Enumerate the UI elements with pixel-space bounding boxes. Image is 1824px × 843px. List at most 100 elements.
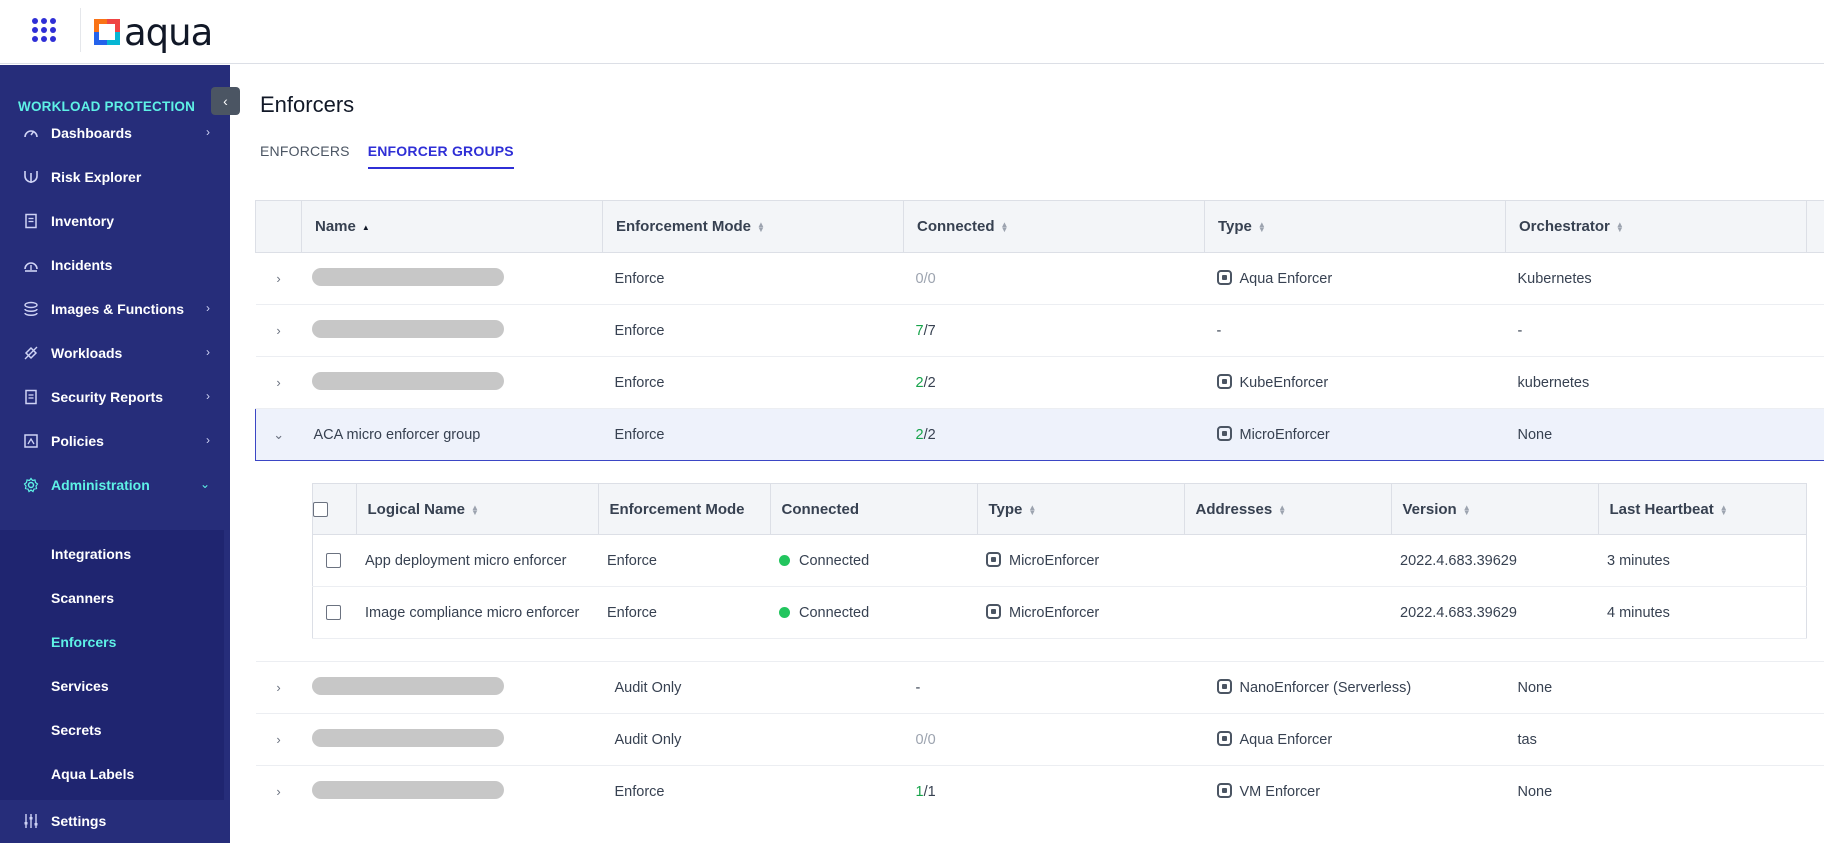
enforcement-mode-cell: Enforce: [602, 304, 904, 357]
sidebar-subitem-secrets[interactable]: Secrets: [51, 722, 102, 738]
layers-icon: [22, 300, 40, 318]
connected-count: 7: [915, 322, 924, 339]
connected-label: Connected: [799, 552, 870, 569]
type-label: Aqua Enforcer: [1239, 271, 1333, 287]
table-row[interactable]: Image compliance micro enforcer Enforce …: [312, 586, 1806, 639]
column-header-label: Last Heartbeat: [1609, 500, 1714, 518]
aqua-logo-mark: [94, 19, 120, 45]
select-all-checkbox[interactable]: [312, 502, 328, 518]
sidebar-subitem-integrations[interactable]: Integrations: [51, 546, 132, 562]
table-row[interactable]: › Enforce 7/7 - -: [255, 304, 1824, 357]
table-row[interactable]: › Enforce 1/1 VM Enforcer None: [255, 765, 1824, 812]
app-launcher-icon[interactable]: [32, 18, 56, 42]
table-row[interactable]: › Enforce 2/2 KubeEnforcer kubernetes: [255, 356, 1824, 409]
column-header-orchestrator[interactable]: Orchestrator ▲ ▼: [1505, 200, 1807, 253]
column-header-type[interactable]: Type ▲ ▼: [1204, 200, 1506, 253]
divider: [80, 8, 81, 52]
risk-explorer-icon: [22, 168, 40, 186]
sidebar-item-inventory[interactable]: Inventory: [0, 199, 230, 243]
logo-text: aqua: [124, 10, 213, 54]
type-label: Aqua Enforcer: [1239, 732, 1333, 748]
redacted-name: [311, 267, 504, 286]
sidebar-item-label: Workloads: [51, 345, 123, 361]
sidebar-item-policies[interactable]: Policies ›: [0, 419, 230, 463]
sort-ascending-icon[interactable]: ▲: [361, 222, 370, 232]
table-row[interactable]: App deployment micro enforcer Enforce Co…: [312, 534, 1806, 587]
column-header-last-heartbeat[interactable]: Last Heartbeat ▲ ▼: [1598, 483, 1807, 535]
connected-count: 0: [915, 270, 924, 287]
sidebar-item-label: Settings: [51, 813, 107, 829]
table-header-row: Name ▲ Enforcement Mode ▲ ▼ Connected ▲ ▼ Typ…: [255, 200, 1824, 253]
column-header-addresses[interactable]: Addresses ▲ ▼: [1184, 483, 1392, 535]
connected-total: /2: [923, 374, 936, 391]
sidebar-subitem-services[interactable]: Services: [51, 678, 109, 694]
version-cell: 2022.4.683.39629: [1391, 534, 1598, 587]
table-row-expanded[interactable]: ⌄ ACA micro enforcer group Enforce 2/2 M…: [255, 408, 1824, 461]
column-header-label: Connected: [781, 500, 860, 518]
column-header-extra: [1806, 200, 1824, 253]
sidebar-item-label: Inventory: [51, 213, 115, 229]
connected-cell: Connected: [770, 534, 977, 587]
connected-count: 2: [915, 426, 924, 443]
sidebar-item-images-functions[interactable]: Images & Functions ›: [0, 287, 230, 331]
row-checkbox[interactable]: [325, 605, 341, 621]
sort-icon[interactable]: ▲ ▼: [1000, 220, 1009, 235]
table-row[interactable]: › Audit Only 0/0 Aqua Enforcer tas: [255, 713, 1824, 766]
column-header-type[interactable]: Type ▲ ▼: [977, 483, 1185, 535]
connected-cell: 7/7: [903, 304, 1205, 357]
sort-icon[interactable]: ▲ ▼: [757, 220, 765, 235]
connected-status-dot: [779, 606, 790, 618]
column-header-label: Connected: [917, 218, 995, 235]
aqua-logo[interactable]: aqua: [94, 10, 213, 54]
group-name-cell: [301, 713, 603, 766]
enforcer-type-icon: [1216, 679, 1232, 694]
sidebar-subitem-scanners[interactable]: Scanners: [51, 590, 115, 606]
sidebar-item-settings[interactable]: Settings: [0, 799, 230, 843]
sort-icon[interactable]: ▲ ▼: [471, 502, 479, 517]
tab-bar: ENFORCERS ENFORCER GROUPS: [260, 143, 532, 169]
sidebar-item-workloads[interactable]: Workloads ›: [0, 331, 230, 375]
sidebar-item-label: Security Reports: [51, 389, 164, 405]
column-header-connected[interactable]: Connected ▲ ▼: [903, 200, 1205, 253]
chevron-right-icon[interactable]: ›: [255, 304, 302, 357]
chevron-right-icon[interactable]: ›: [255, 765, 302, 812]
connected-count: -: [915, 679, 921, 696]
sort-icon[interactable]: ▲ ▼: [1462, 502, 1471, 517]
sidebar-item-incidents[interactable]: Incidents: [0, 243, 230, 287]
chevron-right-icon[interactable]: ›: [255, 252, 302, 305]
collapse-sidebar-button[interactable]: ‹: [211, 87, 240, 115]
sort-icon[interactable]: ▲ ▼: [1615, 220, 1624, 235]
orchestrator-cell: None: [1505, 408, 1807, 461]
logical-name-cell[interactable]: App deployment micro enforcer: [356, 534, 598, 587]
sidebar-subitem-aqua-labels[interactable]: Aqua Labels: [51, 766, 135, 782]
enforcers-table: Logical Name ▲ ▼ Enforcement Mode Connecte…: [311, 483, 1807, 639]
chevron-right-icon[interactable]: ›: [255, 713, 302, 766]
enforcer-groups-table-container: Name ▲ Enforcement Mode ▲ ▼ Connected ▲ ▼ Typ…: [255, 200, 1824, 812]
table-row[interactable]: › Enforce 0/0 Aqua Enforcer Kubernetes: [255, 252, 1824, 305]
sidebar-subitem-enforcers[interactable]: Enforcers: [51, 634, 117, 650]
connected-cell: 2/2: [903, 408, 1205, 461]
enforcement-mode-cell: Audit Only: [602, 713, 904, 766]
tab-enforcer-groups[interactable]: ENFORCER GROUPS: [367, 143, 514, 169]
column-header-name[interactable]: Name ▲: [301, 200, 603, 253]
logical-name-cell[interactable]: Image compliance micro enforcer: [356, 586, 598, 639]
chevron-right-icon[interactable]: ›: [255, 356, 302, 409]
sort-icon[interactable]: ▲ ▼: [1719, 502, 1728, 517]
sidebar-item-security-reports[interactable]: Security Reports ›: [0, 375, 230, 419]
type-cell: -: [1204, 304, 1506, 357]
column-header-enforcement-mode[interactable]: Enforcement Mode ▲ ▼: [602, 200, 904, 253]
sidebar-item-administration[interactable]: Administration ⌄: [0, 463, 230, 507]
tab-enforcers[interactable]: ENFORCERS: [260, 143, 350, 159]
enforcement-mode-cell: Audit Only: [602, 661, 904, 714]
column-header-version[interactable]: Version ▲ ▼: [1391, 483, 1599, 535]
sort-icon[interactable]: ▲ ▼: [1028, 502, 1037, 517]
sidebar-item-risk-explorer[interactable]: Risk Explorer: [0, 155, 230, 199]
chevron-right-icon[interactable]: ›: [255, 661, 302, 714]
row-checkbox[interactable]: [325, 553, 341, 569]
table-row[interactable]: › Audit Only - NanoEnforcer (Serverless)…: [255, 661, 1824, 714]
column-header-logical-name[interactable]: Logical Name ▲ ▼: [356, 483, 599, 535]
sort-icon[interactable]: ▲ ▼: [1257, 220, 1266, 235]
chevron-down-icon[interactable]: ⌄: [255, 408, 302, 461]
sidebar-item-dashboards[interactable]: Dashboards ›: [0, 111, 230, 155]
sort-icon[interactable]: ▲ ▼: [1278, 502, 1287, 517]
